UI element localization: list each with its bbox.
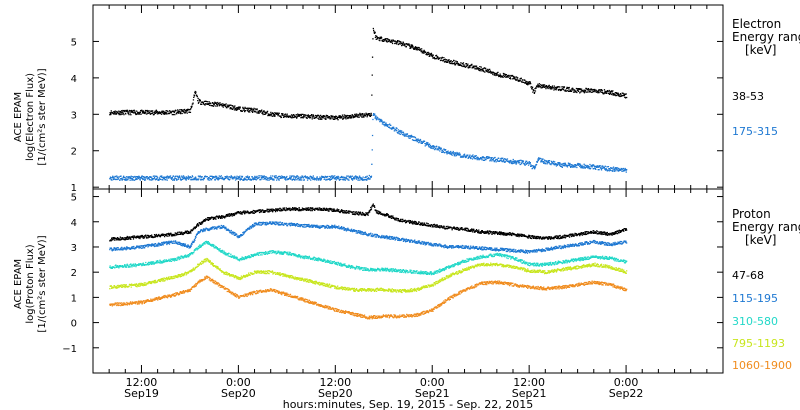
electron-ytick-label: 2	[71, 147, 77, 158]
electron-series-38-53	[109, 27, 628, 121]
proton-ytick-label: 3	[71, 243, 77, 254]
electron-legend-title-1: Electron	[732, 17, 781, 31]
proton-series-795-1193	[109, 257, 628, 294]
x-tick-date: Sep22	[609, 387, 644, 400]
proton-ytick-label: 0	[71, 319, 77, 330]
x-tick-date: Sep21	[512, 387, 547, 400]
x-tick-time: 12:00	[319, 376, 351, 389]
electron-plot-frame	[92, 4, 724, 190]
proton-ylabel-line1: ACE EPAM	[13, 259, 24, 309]
x-tick-date: Sep21	[415, 387, 450, 400]
x-tick-time: 12:00	[126, 376, 158, 389]
electron-legend-175-315: 175-315	[732, 125, 778, 138]
proton-series-115-195	[109, 221, 628, 254]
proton-ytick-label: 5	[71, 193, 77, 204]
electron-legend-title-2: Energy ranges	[732, 30, 800, 44]
proton-panel: −1 0 1 2 3 4 5	[62, 188, 724, 374]
electron-ytick-label: 4	[71, 74, 77, 85]
proton-series-1060-1900	[109, 275, 628, 320]
electron-series-175-315	[109, 113, 628, 181]
electron-legend: Electron Energy ranges [keV] 38-53 175-3…	[732, 17, 800, 138]
x-tick-time: 0:00	[614, 376, 639, 389]
proton-legend-title-1: Proton	[732, 207, 771, 221]
electron-ylabel-line2: log(Electron Flux)	[25, 73, 36, 161]
proton-ytick-label: 4	[71, 218, 77, 229]
proton-legend: Proton Energy ranges [keV] 47-68 115-195…	[732, 207, 800, 372]
x-axis-ticks: 12:00Sep190:00Sep2012:00Sep200:00Sep2112…	[124, 376, 643, 400]
proton-series-47-68	[109, 203, 628, 242]
x-tick-date: Sep20	[318, 387, 353, 400]
proton-ytick-label: 2	[71, 268, 77, 279]
electron-legend-38-53: 38-53	[732, 90, 764, 103]
x-tick-date: Sep20	[221, 387, 256, 400]
x-tick-date: Sep19	[124, 387, 159, 400]
x-tick-time: 0:00	[420, 376, 445, 389]
electron-panel: 1 2 3 4 5	[71, 4, 724, 194]
proton-ytick-label: −1	[62, 344, 77, 355]
electron-ylabel-line1: ACE EPAM	[13, 92, 24, 142]
proton-legend-115-195: 115-195	[732, 292, 778, 305]
proton-ylabel-line3: [1/(cm²s ster MeV)]	[37, 235, 48, 332]
proton-legend-title-2: Energy ranges	[732, 220, 800, 234]
electron-ytick-label: 5	[71, 37, 77, 48]
proton-legend-795-1193: 795-1193	[732, 337, 785, 350]
proton-plot-frame	[92, 188, 724, 374]
proton-ytick-label: 1	[71, 293, 77, 304]
x-tick-time: 0:00	[226, 376, 251, 389]
electron-ytick-label: 1	[71, 183, 77, 194]
x-axis-title: hours:minutes, Sep. 19, 2015 - Sep. 22, …	[283, 398, 534, 410]
proton-legend-310-580: 310-580	[732, 315, 778, 328]
electron-legend-title-3: [keV]	[745, 43, 776, 57]
proton-series-310-580	[109, 240, 628, 276]
electron-ylabel-line3: [1/(cm²s ster MeV)]	[37, 68, 48, 165]
electron-ytick-label: 3	[71, 110, 77, 121]
proton-legend-47-68: 47-68	[732, 269, 764, 282]
x-tick-time: 12:00	[513, 376, 545, 389]
proton-legend-1060-1900: 1060-1900	[732, 359, 792, 372]
proton-ylabel-line2: log(Proton Flux)	[25, 244, 36, 323]
proton-legend-title-3: [keV]	[745, 233, 776, 247]
